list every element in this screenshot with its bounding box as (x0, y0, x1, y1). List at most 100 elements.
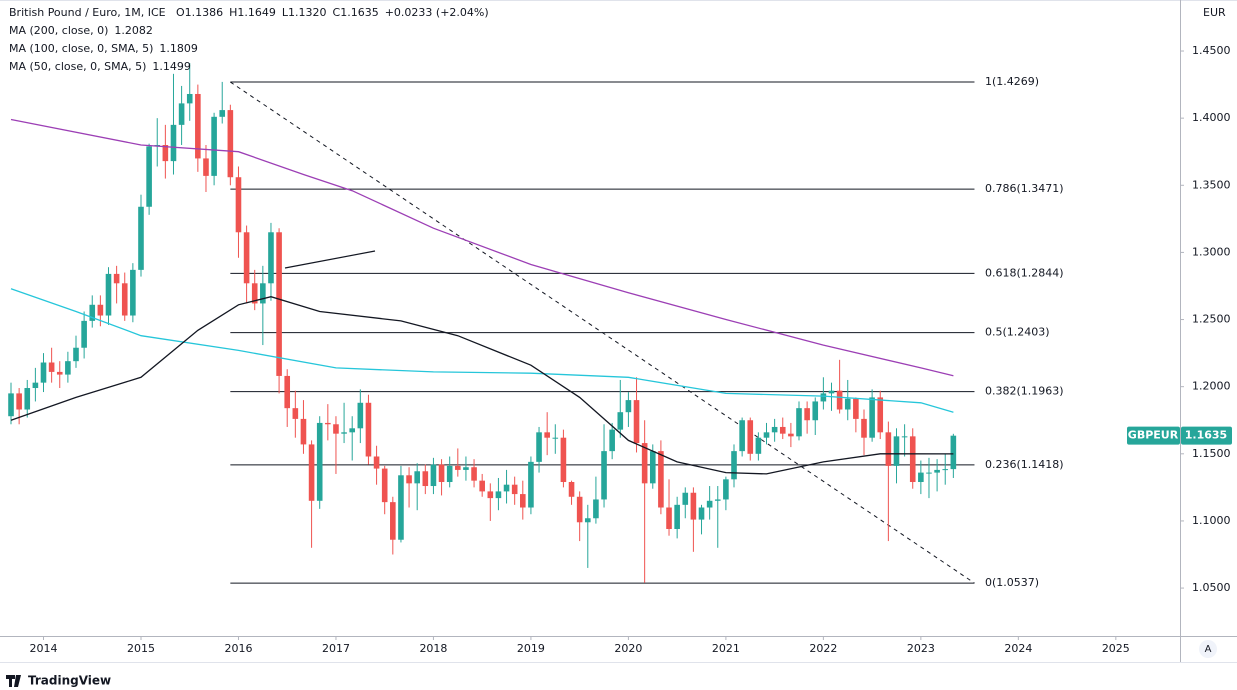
x-tick-label: 2024 (1004, 642, 1032, 655)
candle-body (243, 232, 250, 284)
candle-body (48, 362, 55, 372)
candle-body (950, 435, 957, 470)
x-tick-label: 2019 (517, 642, 545, 655)
candle-body (901, 436, 908, 438)
fib-label: 0(1.0537) (985, 576, 1039, 589)
candle-body (877, 397, 884, 433)
candle-body (138, 206, 144, 270)
candle-body (487, 491, 494, 499)
x-tick-label: 2022 (809, 642, 837, 655)
symbol-tag-label: GBPEUR (1128, 429, 1179, 442)
candle-body (130, 269, 136, 316)
candle-body (357, 402, 364, 429)
candle-body (40, 362, 47, 383)
candle-body (763, 432, 770, 438)
candle-body (861, 418, 867, 438)
candle-body (16, 393, 22, 410)
ma-legend-value: 1.1809 (159, 42, 198, 55)
candle-body (788, 433, 794, 437)
candle-body (731, 451, 737, 480)
currency-label: EUR (1203, 6, 1226, 19)
candle-body (601, 451, 607, 500)
candle-body (227, 110, 234, 178)
candle-body (365, 402, 372, 457)
candle-body (560, 437, 567, 483)
candle-body (455, 465, 461, 470)
y-tick-label: 1.4000 (1192, 111, 1231, 124)
candle-body (747, 420, 754, 454)
candle-body (723, 479, 729, 500)
candle-body (349, 428, 356, 433)
y-tick-label: 1.1000 (1192, 514, 1231, 527)
candle-body (739, 420, 745, 452)
x-tick-label: 2018 (419, 642, 447, 655)
fib-label: 1(1.4269) (985, 75, 1039, 88)
candle-body (414, 471, 420, 484)
moving-average (10, 296, 954, 475)
candle-body (89, 304, 96, 321)
ma-legend-name: MA (100, close, 0, SMA, 5) (9, 42, 153, 55)
candle-body (649, 451, 656, 484)
candle-body (56, 371, 63, 375)
candle-body (390, 502, 396, 540)
candle-body (617, 412, 624, 430)
ma-legend-value: 1.2082 (114, 24, 153, 37)
candle-body (796, 408, 802, 437)
candle-body (511, 484, 518, 495)
candle-body (32, 382, 39, 389)
candle-body (373, 456, 380, 469)
fib-label: 0.236(1.1418) (985, 458, 1064, 471)
x-tick-label: 2015 (127, 642, 155, 655)
candle-body (381, 468, 388, 503)
plot-area: 1(1.4269) 0.786(1.3471) 0.618(1.2844) 0.5(1… (8, 63, 1064, 589)
fib-label: 0.786(1.3471) (985, 182, 1064, 195)
candle-body (333, 424, 339, 434)
candle-body (576, 496, 583, 523)
candle-body (438, 464, 445, 483)
candle-body (471, 467, 477, 481)
ohlc-value: C1.1635 (333, 6, 379, 19)
candle-body (625, 400, 632, 413)
scale-button[interactable] (1199, 640, 1217, 658)
candle-body (844, 398, 851, 410)
candle-body (446, 465, 453, 483)
candle-body (828, 390, 835, 394)
candle-body (398, 475, 404, 540)
ohlc-value: H1.1649 (229, 6, 276, 19)
candle-body (755, 437, 762, 454)
candle-body (81, 320, 87, 348)
ohlc-value: L1.1320 (282, 6, 327, 19)
candle-body (97, 304, 104, 316)
candle-body (544, 432, 550, 438)
x-tick-label: 2020 (614, 642, 642, 655)
x-tick-label: 2021 (712, 642, 740, 655)
last-price-tag (1181, 426, 1232, 445)
header: British Pound / Euro, 1M, ICE O1.1386 H1.1… (9, 6, 489, 73)
x-tick-label: 2017 (322, 642, 350, 655)
moving-average (10, 118, 954, 377)
candle-body (885, 432, 892, 466)
ma-legend-name: MA (50, close, 0, SMA, 5) (9, 60, 146, 73)
candle-body (820, 393, 827, 402)
candle-body (235, 177, 242, 233)
candle-body (73, 347, 79, 362)
candle-body (463, 467, 469, 470)
candle-body (503, 484, 510, 492)
scale-button-label[interactable]: A (1205, 644, 1212, 655)
y-tick-label: 1.1500 (1192, 447, 1231, 460)
candle-body (568, 482, 575, 497)
ma-legend-value: 1.1499 (152, 60, 191, 73)
candle-body (519, 494, 526, 508)
candle-body (121, 283, 128, 316)
candle-body (422, 471, 429, 487)
candle-body (162, 145, 169, 162)
candle-body (853, 398, 859, 419)
candle-body (926, 472, 932, 474)
candle-body (495, 491, 502, 499)
symbol-tag (1127, 426, 1180, 445)
symbol-title: British Pound / Euro, 1M, ICE (9, 6, 166, 19)
candle-body (479, 480, 485, 492)
candle-body (633, 400, 640, 444)
